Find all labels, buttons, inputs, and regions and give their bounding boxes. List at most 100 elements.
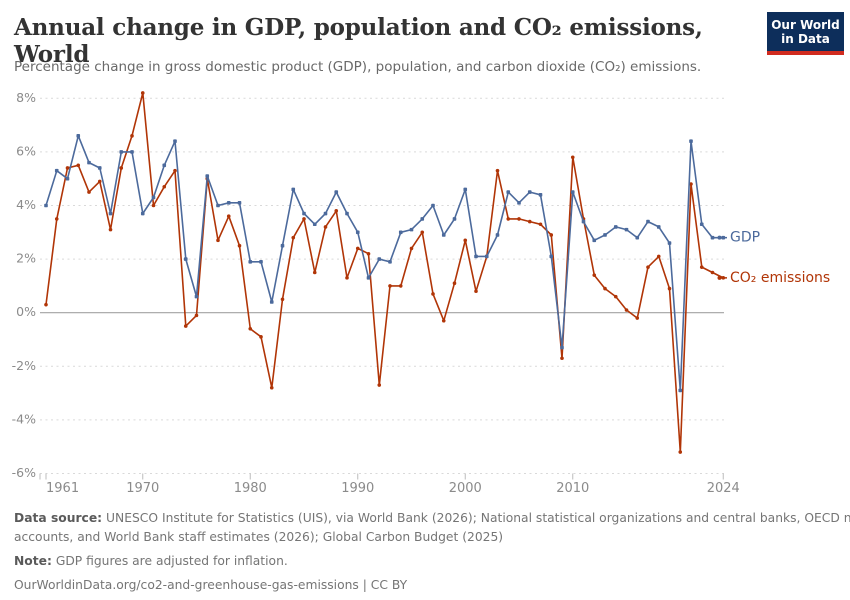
gdp-point <box>205 174 210 178</box>
gdp-point <box>76 134 81 138</box>
y-axis-tick-label: -4% <box>12 411 36 426</box>
co2-point <box>710 270 715 275</box>
co2-point <box>280 297 285 302</box>
co2-point <box>162 184 167 189</box>
y-axis-tick-label: -6% <box>12 465 36 480</box>
gdp-point <box>495 233 500 237</box>
co2-point <box>366 251 371 256</box>
co2-point <box>549 233 554 237</box>
gdp-point <box>635 235 640 240</box>
note-line: Note: GDP figures are adjusted for infla… <box>14 554 288 568</box>
y-axis-tick-label: 6% <box>16 143 36 158</box>
co2-point <box>119 166 124 170</box>
gdp-point <box>667 241 672 245</box>
y-axis-tick-label: 8% <box>16 90 36 105</box>
gdp-point <box>570 190 575 194</box>
gdp-point <box>355 230 360 235</box>
co2-point <box>603 286 607 291</box>
co2-point <box>248 326 253 331</box>
co2-point <box>420 230 425 235</box>
co2-point <box>97 179 102 184</box>
y-axis-tick-label: 2% <box>16 251 36 266</box>
co2-point <box>355 246 360 251</box>
owid-logo-text: Our World in Data <box>767 12 844 51</box>
gdp-point <box>97 166 102 170</box>
gdp-point <box>699 222 704 227</box>
co2-point <box>291 235 296 240</box>
co2-point <box>173 168 177 173</box>
chart-subtitle: Percentage change in gross domestic prod… <box>14 59 702 75</box>
co2-point <box>183 324 188 328</box>
gdp-point <box>162 163 167 168</box>
gdp-point <box>269 300 274 304</box>
gdp-point <box>560 345 564 350</box>
x-axis-tick-label: 1961 <box>46 481 79 496</box>
chart-footer: Data source: UNESCO Institute for Statis… <box>14 509 850 595</box>
x-axis-tick-label: 2010 <box>556 481 589 496</box>
gdp-point <box>678 388 683 393</box>
gdp-point <box>312 222 317 227</box>
data-source-line-2: accounts, and World Bank staff estimates… <box>14 530 504 544</box>
co2-point <box>130 134 134 138</box>
gdp-point <box>65 176 70 181</box>
y-axis-tick-label: 0% <box>16 304 36 319</box>
owid-logo-line1: Our World <box>771 18 840 32</box>
co2-point <box>667 286 672 291</box>
co2-point <box>527 219 532 224</box>
gdp-point <box>323 211 328 216</box>
gdp-point <box>119 150 124 154</box>
gdp-point <box>441 233 446 237</box>
co2-point <box>108 227 113 232</box>
co2-point <box>431 292 435 296</box>
co2-point <box>646 265 650 269</box>
co2-point <box>517 217 521 221</box>
gdp-point <box>624 227 629 232</box>
owid-logo[interactable]: Our World in Data <box>767 12 844 55</box>
gdp-point <box>345 211 349 216</box>
chart-canvas: 8% 6% 4% 2% 0% -2% -4% -6% 1961 1970 1980 1990 2000 2… <box>12 90 831 496</box>
co2-point <box>194 313 199 318</box>
co2-point <box>312 270 317 275</box>
x-axis-tick-label: 1980 <box>234 481 267 496</box>
co2-point <box>44 302 48 307</box>
gdp-point <box>140 211 145 216</box>
gdp-point <box>474 254 478 259</box>
gdp-point <box>130 150 134 154</box>
co2-point <box>54 217 59 221</box>
chart-url-link[interactable]: OurWorldinData.org/co2-and-greenhouse-ga… <box>14 578 408 592</box>
gdp-point <box>366 276 371 280</box>
gdp-point <box>237 201 242 205</box>
gdp-point <box>291 187 296 192</box>
co2-point <box>140 91 145 95</box>
gdp-point <box>710 235 715 240</box>
co2-legend-label[interactable]: CO₂ emissions <box>730 270 830 286</box>
gdp-point <box>581 219 586 224</box>
gdp-point <box>517 201 521 205</box>
gdp-point <box>409 227 414 232</box>
gdp-point <box>54 168 59 173</box>
co2-point <box>334 209 339 213</box>
co2-point <box>624 308 629 312</box>
co2-point <box>226 214 231 219</box>
gdp-point <box>646 219 650 224</box>
co2-point <box>377 383 382 387</box>
x-axis-tick-label: 2000 <box>449 481 482 496</box>
co2-point <box>560 356 564 361</box>
gdp-point <box>87 160 91 165</box>
gdp-point <box>44 203 48 208</box>
gdp-point <box>506 190 511 194</box>
co2-point <box>635 316 640 320</box>
gdp-point <box>151 195 156 200</box>
gdp-point <box>302 211 306 216</box>
co2-point <box>699 265 704 269</box>
gdp-point <box>334 190 339 194</box>
co2-point <box>678 450 683 454</box>
co2-point <box>87 190 91 194</box>
x-axis-tick-label: 1970 <box>126 481 159 496</box>
gdp-point <box>183 257 188 261</box>
gdp-point <box>398 230 403 235</box>
co2-line <box>45 92 724 453</box>
gdp-point <box>248 259 253 264</box>
gdp-legend-label[interactable]: GDP <box>730 230 760 246</box>
